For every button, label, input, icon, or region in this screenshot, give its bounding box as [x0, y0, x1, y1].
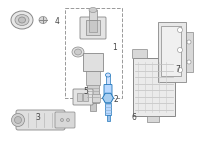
Bar	[89, 20, 97, 32]
FancyBboxPatch shape	[55, 112, 75, 128]
Bar	[147, 116, 159, 122]
Text: 5: 5	[84, 87, 88, 96]
Ellipse shape	[14, 117, 22, 123]
Ellipse shape	[66, 118, 70, 122]
Polygon shape	[102, 93, 114, 103]
Bar	[86, 71, 100, 85]
Bar	[161, 26, 181, 76]
Bar	[77, 93, 82, 101]
Ellipse shape	[15, 15, 29, 25]
FancyBboxPatch shape	[16, 110, 65, 130]
Bar	[83, 93, 88, 101]
Ellipse shape	[89, 7, 97, 12]
Ellipse shape	[39, 16, 47, 24]
Text: 6: 6	[132, 113, 136, 122]
Bar	[106, 115, 110, 121]
Ellipse shape	[178, 27, 182, 32]
Bar	[186, 32, 193, 72]
Bar	[83, 53, 103, 71]
Bar	[65, 8, 122, 98]
Ellipse shape	[60, 118, 64, 122]
Ellipse shape	[178, 47, 182, 52]
Bar	[90, 103, 96, 111]
Bar	[158, 22, 186, 82]
FancyBboxPatch shape	[73, 89, 93, 105]
Ellipse shape	[11, 11, 33, 29]
FancyBboxPatch shape	[80, 17, 106, 39]
Ellipse shape	[187, 60, 191, 64]
FancyBboxPatch shape	[132, 50, 148, 59]
Text: 1: 1	[113, 44, 117, 52]
Bar	[133, 58, 175, 116]
Ellipse shape	[74, 49, 82, 55]
FancyBboxPatch shape	[104, 85, 112, 96]
Ellipse shape	[72, 47, 84, 57]
Text: 2: 2	[114, 96, 118, 105]
Bar	[92, 94, 100, 102]
Bar	[105, 103, 111, 115]
Bar	[106, 75, 110, 85]
Text: 7: 7	[176, 66, 180, 75]
Ellipse shape	[178, 67, 182, 72]
Bar	[87, 85, 99, 103]
Ellipse shape	[106, 73, 110, 77]
Ellipse shape	[18, 17, 26, 23]
Ellipse shape	[187, 40, 191, 44]
Text: 4: 4	[55, 17, 59, 26]
Bar	[86, 20, 100, 35]
Ellipse shape	[12, 113, 24, 127]
Bar	[89, 10, 97, 20]
Text: 3: 3	[36, 113, 40, 122]
